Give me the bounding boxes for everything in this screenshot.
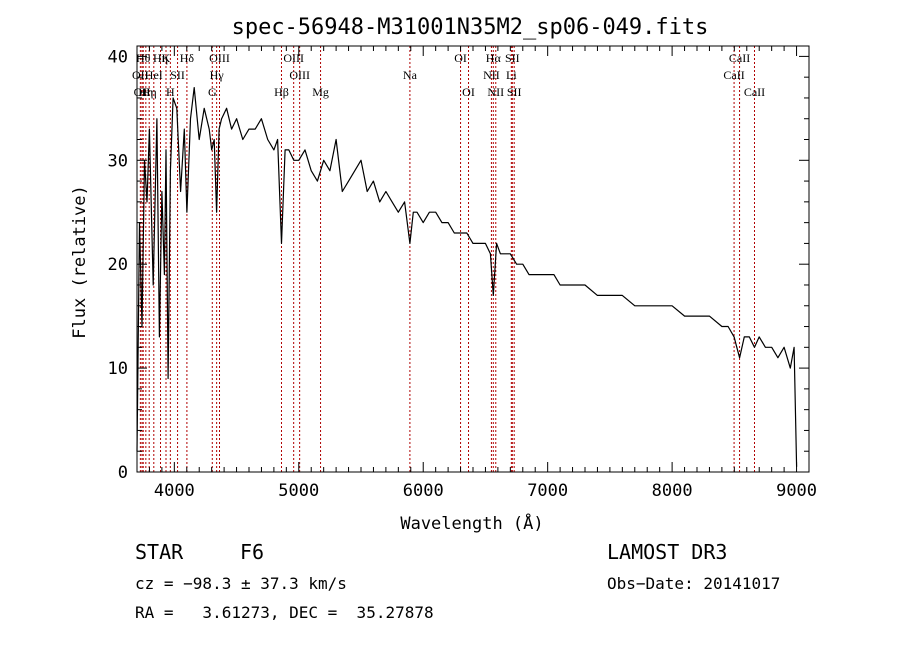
y-tick-label: 0 <box>118 463 128 483</box>
spectral-line-label: OI <box>454 51 467 65</box>
redshift-velocity: cz = −98.3 ± 37.3 km/s <box>135 574 347 593</box>
spectral-line-label: Hβ <box>274 85 289 99</box>
chart-title: spec-56948-M31001N35M2_sp06-049.fits <box>232 15 709 40</box>
subclass-label: F6 <box>240 540 265 564</box>
spectral-line-label: NII <box>487 85 504 99</box>
spectral-line-label: Na <box>403 68 418 82</box>
x-tick-label: 6000 <box>403 481 444 501</box>
spectral-line-label: Li <box>506 68 517 82</box>
spectral-line-label: SII <box>170 68 185 82</box>
x-tick-label: 7000 <box>527 481 568 501</box>
spectral-line-label: OIII <box>289 68 310 82</box>
spectral-line-label: H <box>166 85 175 99</box>
spectral-line-label: Hθ <box>136 51 151 65</box>
observation-date: Obs−Date: 20141017 <box>607 574 781 593</box>
spectral-line-label: Hη <box>153 51 168 65</box>
class-label: STAR <box>135 540 184 564</box>
spectral-line-label: OI <box>462 85 475 99</box>
x-axis-label: Wavelength (Å) <box>400 512 543 534</box>
spectral-line-label: SII <box>507 85 522 99</box>
y-tick-label: 40 <box>108 47 128 67</box>
x-tick-label: 4000 <box>154 481 195 501</box>
coordinates: RA = 3.61273, DEC = 35.27878 <box>135 603 434 622</box>
x-tick-label: 9000 <box>776 481 817 501</box>
spectral-line-label: CaII <box>723 68 744 82</box>
spectral-line-label: Hη <box>138 85 153 99</box>
spectral-line-label: OIII <box>209 51 230 65</box>
spectrum-series-line <box>136 86 798 467</box>
axis-ticks: 4000 5000 6000 7000 8000 9000 0 10 20 30 40 <box>108 46 817 501</box>
spectral-line-label: Hα <box>486 51 502 65</box>
series-layer <box>136 86 798 467</box>
spectral-line-label: NII <box>483 68 500 82</box>
spectral-line-label: Hη <box>142 85 157 99</box>
spectral-line-label: OIII <box>283 51 304 65</box>
line-labels: OIIOIIHθHηHηHeIHηKHSIIHδGHγOIIIHβOIIIOII… <box>132 51 765 99</box>
x-tick-label: 5000 <box>278 481 319 501</box>
spectral-line-label: OII <box>132 68 149 82</box>
spectral-line-label: CaII <box>744 85 765 99</box>
spectral-line-label: SII <box>505 51 520 65</box>
plot-frame <box>136 45 810 473</box>
spectral-line-markers <box>139 46 755 472</box>
spectral-line-label: CaII <box>729 51 750 65</box>
survey-label: LAMOST DR3 <box>607 540 728 564</box>
x-tick-label: 8000 <box>652 481 693 501</box>
spectral-line-label: Hγ <box>210 68 225 82</box>
spectral-line-label: Hδ <box>180 51 195 65</box>
y-tick-label: 30 <box>108 151 128 171</box>
y-axis-label: Flux (relative) <box>70 185 90 339</box>
spectral-line-label: G <box>208 85 217 99</box>
spectral-line-label: K <box>162 51 171 65</box>
spectral-line-label: OII <box>134 85 151 99</box>
y-tick-label: 10 <box>108 359 128 379</box>
y-tick-label: 20 <box>108 255 128 275</box>
spectral-line-label: HeI <box>145 68 163 82</box>
spectral-line-label: Mg <box>312 85 329 99</box>
